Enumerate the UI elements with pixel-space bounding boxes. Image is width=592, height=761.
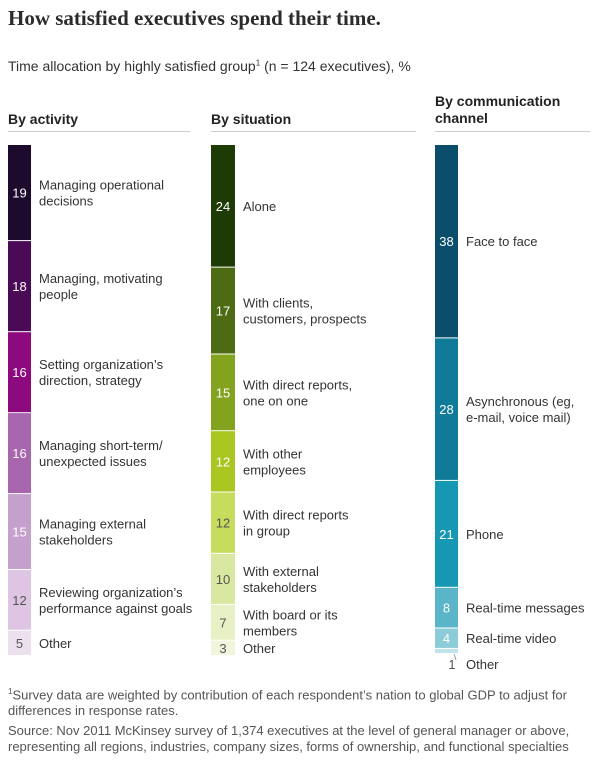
panel-title-situation: By situation <box>211 111 291 127</box>
category-label-activity: Reviewing organization’s <box>39 585 183 600</box>
category-label-situation: With other <box>243 446 303 461</box>
category-label-situation: Alone <box>243 199 276 214</box>
value-label-situation: 3 <box>219 641 226 656</box>
bar-segment-channel <box>435 338 458 480</box>
bar-segment-situation <box>211 604 235 640</box>
value-label-activity: 19 <box>12 186 26 201</box>
category-label-situation: members <box>243 623 298 638</box>
bar-segment-activity <box>8 332 31 413</box>
panel-title-channel: By communication <box>435 93 560 109</box>
value-label-situation: 7 <box>219 615 226 630</box>
chart-subtitle: Time allocation by highly satisfied grou… <box>8 58 411 74</box>
bar-segment-activity <box>8 145 31 241</box>
bar-segment-activity <box>8 241 31 332</box>
value-label-situation: 24 <box>216 199 230 214</box>
chart-title: How satisfied executives spend their tim… <box>8 6 381 30</box>
value-label-channel: 4 <box>443 631 450 646</box>
value-label-channel: 21 <box>439 527 453 542</box>
subtitle-footnote-marker: 1 <box>255 58 261 68</box>
footnote-text: Survey data are weighted by contribution… <box>8 687 567 719</box>
category-label-situation: stakeholders <box>243 580 317 595</box>
footnote-marker: 1 <box>8 687 13 696</box>
category-label-activity: decisions <box>39 194 94 209</box>
bar-segment-situation <box>211 553 235 604</box>
value-label-situation: 10 <box>216 572 230 587</box>
value-label-activity: 5 <box>16 636 23 651</box>
bar-segment-channel <box>435 145 458 338</box>
bar-segment-channel <box>435 480 458 587</box>
category-label-channel: Other <box>466 657 499 672</box>
subtitle-text: Time allocation by highly satisfied grou… <box>8 58 256 74</box>
leader-line-channel <box>453 653 457 661</box>
value-label-channel: 38 <box>439 234 453 249</box>
footnote: 1Survey data are weighted by contributio… <box>8 684 588 719</box>
value-label-activity: 15 <box>12 525 26 540</box>
panel-title-channel: channel <box>435 110 488 126</box>
source-note: Source: Nov 2011 McKinsey survey of 1,37… <box>8 723 570 754</box>
category-label-situation: With clients, <box>243 296 313 311</box>
panel-title-activity: By activity <box>8 111 78 127</box>
category-label-activity: Setting organization’s <box>39 357 164 372</box>
bar-segment-situation <box>211 267 235 354</box>
value-label-activity: 16 <box>12 446 26 461</box>
category-label-activity: Other <box>39 636 72 651</box>
category-label-activity: unexpected issues <box>39 454 147 469</box>
category-label-situation: With external <box>243 564 319 579</box>
category-label-channel: Real-time messages <box>466 601 585 616</box>
value-label-channel: 28 <box>439 402 453 417</box>
value-label-situation: 17 <box>216 304 230 319</box>
category-label-channel: Face to face <box>466 234 538 249</box>
category-label-situation: employees <box>243 462 306 477</box>
value-label-activity: 18 <box>12 279 26 294</box>
value-label-channel: 8 <box>443 601 450 616</box>
value-label-activity: 12 <box>12 593 26 608</box>
value-label-situation: 12 <box>216 516 230 531</box>
category-label-activity: Managing external <box>39 517 146 532</box>
category-label-channel: e-mail, voice mail) <box>466 410 571 425</box>
bar-segment-channel <box>435 628 458 648</box>
bar-segment-situation <box>211 354 235 431</box>
category-label-activity: direction, strategy <box>39 373 142 388</box>
bar-segment-activity <box>8 570 31 630</box>
bar-segment-situation <box>211 640 235 655</box>
bar-segment-situation <box>211 145 235 267</box>
category-label-situation: With direct reports <box>243 508 349 523</box>
category-label-activity: Managing short-term/ <box>39 438 163 453</box>
bar-segment-activity <box>8 494 31 569</box>
value-label-situation: 15 <box>216 385 230 400</box>
category-label-activity: stakeholders <box>39 533 113 548</box>
category-label-situation: With board or its <box>243 607 338 622</box>
bar-segment-situation <box>211 431 235 492</box>
subtitle-tail: (n = 124 executives), % <box>260 58 411 74</box>
bar-segment-activity <box>8 413 31 494</box>
bar-segment-channel <box>435 587 458 628</box>
category-label-situation: in group <box>243 524 290 539</box>
category-label-activity: Managing, motivating <box>39 271 163 286</box>
category-label-channel: Phone <box>466 527 504 542</box>
category-label-activity: people <box>39 287 78 302</box>
value-label-channel: 1 <box>448 657 455 672</box>
category-label-situation: one on one <box>243 393 308 408</box>
category-label-activity: performance against goals <box>39 601 193 616</box>
value-label-activity: 16 <box>12 365 26 380</box>
category-label-channel: Real-time video <box>466 631 556 646</box>
category-label-situation: With direct reports, <box>243 377 352 392</box>
bar-segment-channel <box>435 648 458 653</box>
category-label-situation: customers, prospects <box>243 312 367 327</box>
category-label-situation: Other <box>243 641 276 656</box>
category-label-activity: Managing operational <box>39 178 164 193</box>
bar-segment-situation <box>211 492 235 553</box>
category-label-channel: Asynchronous (eg, <box>466 394 574 409</box>
bar-segment-activity <box>8 630 31 655</box>
value-label-situation: 12 <box>216 454 230 469</box>
